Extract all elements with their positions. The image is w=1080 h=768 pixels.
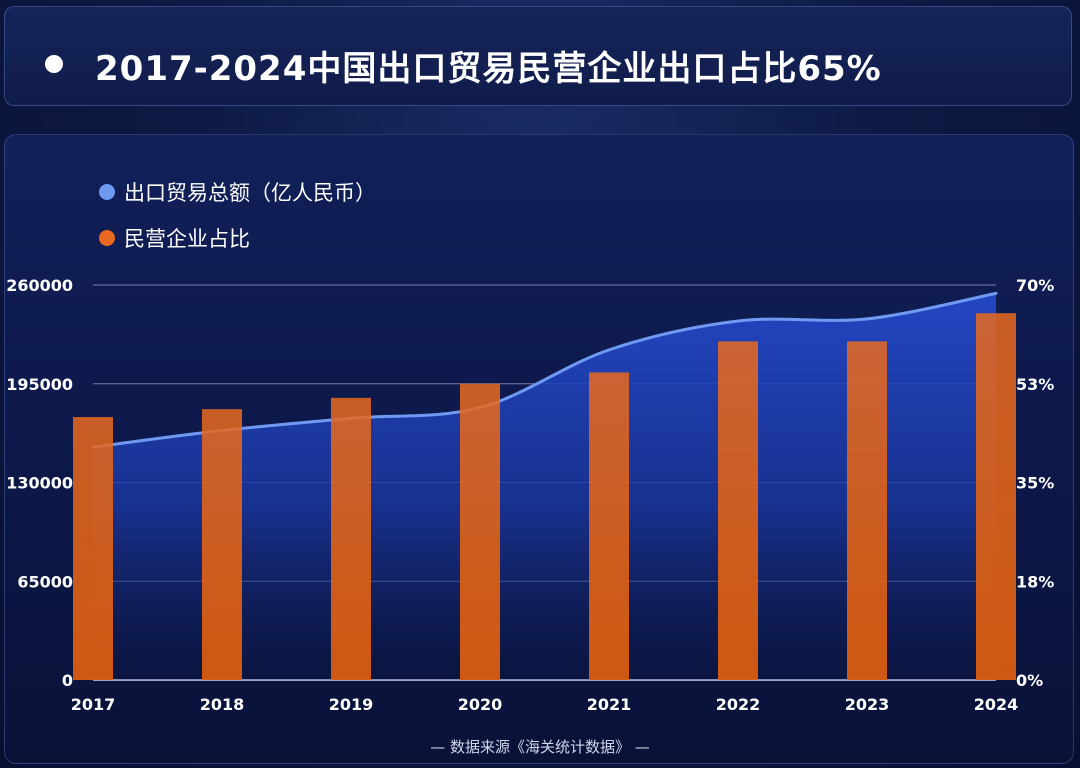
source-note: — 数据来源《海关统计数据》 — [430, 738, 650, 756]
area-point [736, 319, 740, 323]
left-tick-label: 130000 [6, 474, 73, 493]
legend-bar-marker [99, 230, 115, 246]
left-tick-label: 65000 [17, 572, 73, 591]
bar [976, 313, 1016, 680]
right-tick-label: 0% [1016, 671, 1043, 690]
left-tick-label: 195000 [6, 375, 73, 394]
bar [460, 383, 500, 680]
legend-area-label: 出口贸易总额（亿人民币） [124, 181, 376, 205]
page-title: 2017-2024中国出口贸易民营企业出口占比65% [95, 49, 882, 89]
bar [589, 372, 629, 680]
area-point [994, 291, 998, 295]
x-tick-label: 2023 [845, 695, 890, 714]
right-tick-label: 53% [1016, 375, 1054, 394]
x-tick-label: 2021 [587, 695, 632, 714]
x-tick-label: 2020 [458, 695, 503, 714]
right-tick-label: 35% [1016, 474, 1054, 493]
bar-series [73, 313, 1016, 680]
area-fill [93, 293, 996, 680]
x-tick-label: 2024 [974, 695, 1019, 714]
bullet-dot-icon [45, 55, 63, 73]
area-point [865, 317, 869, 321]
bar [202, 409, 242, 680]
bar [718, 341, 758, 680]
x-tick-label: 2019 [329, 695, 374, 714]
x-tick-label: 2018 [200, 695, 245, 714]
legend-bar-label: 民营企业占比 [124, 227, 250, 251]
area-point [607, 348, 611, 352]
right-tick-label: 70% [1016, 276, 1054, 295]
axes: 0 0% 65000 18% 130000 35% 195000 53% 260000 70% 20… [6, 276, 1054, 714]
right-tick-label: 18% [1016, 572, 1054, 591]
bar [847, 341, 887, 680]
bar [73, 417, 113, 680]
title-panel: 2017-2024中国出口贸易民营企业出口占比65% [4, 6, 1072, 106]
x-tick-label: 2022 [716, 695, 761, 714]
left-tick-label: 0 [62, 671, 73, 690]
legend-area-marker [99, 184, 115, 200]
x-tick-label: 2017 [71, 695, 116, 714]
bar [331, 397, 371, 680]
left-tick-label: 260000 [6, 276, 73, 295]
